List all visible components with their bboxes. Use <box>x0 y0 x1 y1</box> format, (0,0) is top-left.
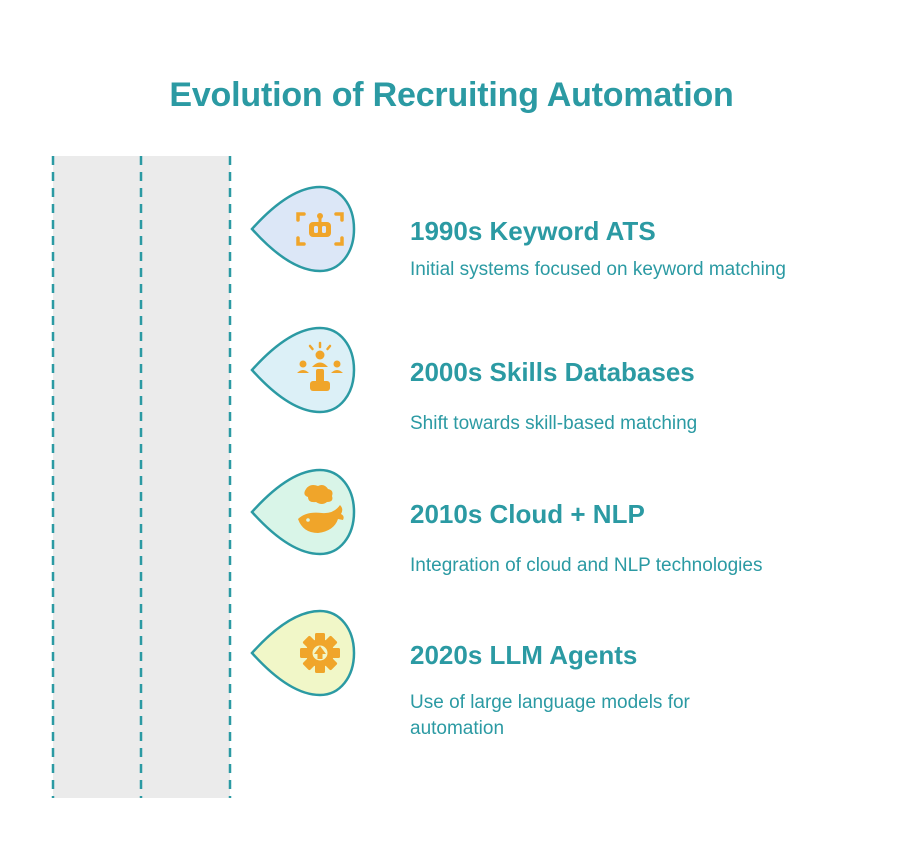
whale-icon <box>298 485 344 533</box>
step-2-marker <box>250 326 356 414</box>
team-selection-icon <box>297 350 343 391</box>
step-1-description: Initial systems focused on keyword match… <box>410 259 786 280</box>
step-2-title: 2000s Skills Databases <box>410 357 695 387</box>
step-3-marker <box>250 468 356 556</box>
gear-arrow-icon <box>300 633 340 673</box>
step-4-description: Use of large language models for automat… <box>410 692 690 739</box>
step-3-description: Integration of cloud and NLP technologie… <box>410 555 763 576</box>
step-2-description: Shift towards skill-based matching <box>410 413 698 434</box>
timeline-road <box>51 156 232 798</box>
step-1-title: 1990s Keyword ATS <box>410 216 656 246</box>
step-4-title: 2020s LLM Agents <box>410 640 638 670</box>
robot-icon <box>296 212 344 246</box>
diagram-title: Evolution of Recruiting Automation <box>169 76 734 114</box>
step-4-marker <box>250 609 356 697</box>
step-1-marker <box>250 185 356 273</box>
step-1-drop <box>250 185 356 273</box>
step-3-title: 2010s Cloud + NLP <box>410 499 645 529</box>
